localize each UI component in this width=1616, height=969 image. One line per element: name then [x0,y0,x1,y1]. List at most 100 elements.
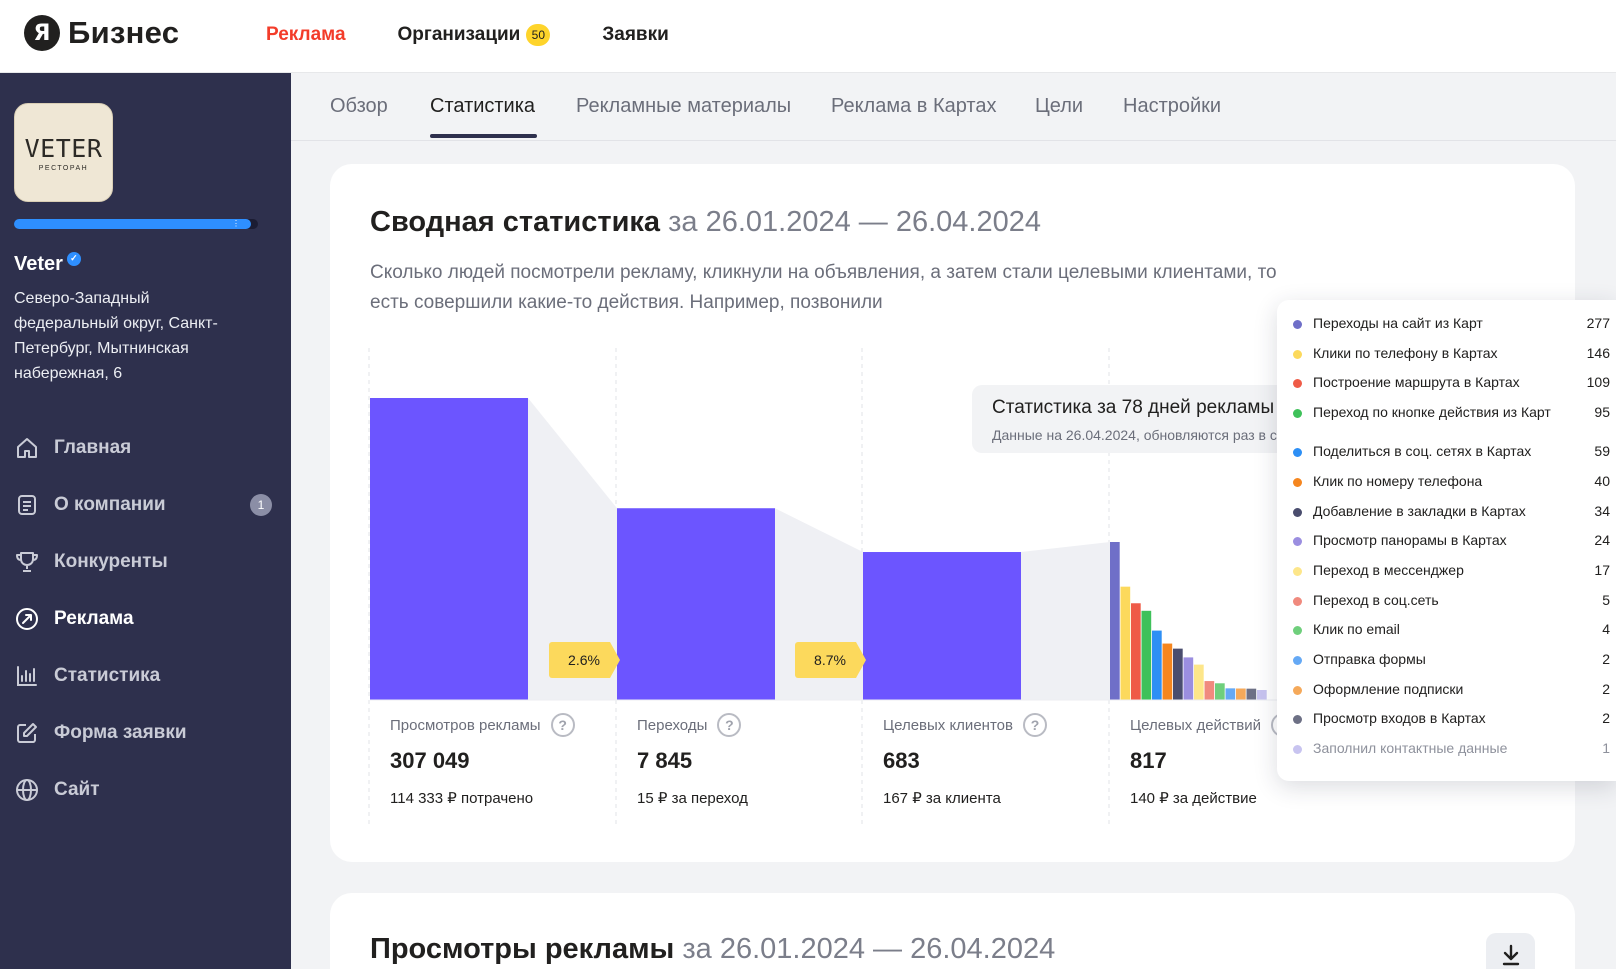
summary-period: за 26.01.2024 — 26.04.2024 [668,206,1041,238]
legend-item-name: Просмотр входов в Картах [1313,710,1486,727]
notification-badge: 1 [250,493,272,516]
metric-label-clients: Целевых клиентов ? [883,713,1047,737]
avatar-logo-subtext: РЕСТОРАН [38,164,89,172]
tab-maps-ads[interactable]: Реклама в Картах [831,95,997,117]
conversion-rate-label: 8.7% [814,652,846,668]
advertising-icon [14,606,40,632]
metric-label-text: Переходы [637,716,708,734]
legend-item-value: 109 [1586,374,1610,391]
action-bar [1225,688,1236,700]
sidebar-item-statistics[interactable]: Статистика [14,647,274,704]
bar-chart-icon [14,663,40,689]
sidebar-item-label: О компании [54,493,166,515]
legend-item-value: 2 [1602,710,1610,727]
legend-color-dot [1293,349,1302,359]
topnav-requests[interactable]: Заявки [602,20,668,50]
tooltip-title: Статистика за 78 дней рекламы [992,397,1275,418]
help-icon[interactable]: ? [717,713,742,737]
home-icon [14,435,40,461]
sidebar-item-site[interactable]: Сайт [14,761,274,818]
legend-item-name: Переход в соц.сеть [1313,591,1439,608]
metric-sub-actions: 140 ₽ за действие [1130,790,1257,807]
legend-item-value: 2 [1602,651,1610,667]
conversion-badge [549,642,620,678]
summary-description: Сколько людей посмотрели рекламу, кликну… [370,262,1277,313]
action-bar [1246,688,1257,700]
legend-color-dot [1293,566,1302,576]
legend-color-dot [1293,320,1302,329]
legend-color-dot [1293,537,1302,547]
views-title: Просмотры рекламы за 26.01.2024 — 26.04.… [370,933,1055,966]
legend-color-dot [1293,745,1302,755]
tab-overview[interactable]: Обзор [330,95,388,117]
metric-label-text: Просмотров рекламы [390,716,541,734]
avatar-logo-text: VETER [24,133,103,163]
sidebar-item-advertising[interactable]: Реклама [14,590,274,647]
topnav-ads[interactable]: Реклама [266,20,346,50]
topnav-organizations-label: Организации [397,24,521,45]
funnel-bar-3 [863,552,1021,700]
sidebar-item-home[interactable]: Главная [14,419,274,476]
profile-progress-fill [14,219,251,229]
legend-item-value: 5 [1602,591,1610,608]
profile-progress-bar: ⋮ [14,219,258,229]
metric-value-clients: 683 [883,748,920,773]
metric-sub-views: 114 333 ₽ потрачено [390,790,534,807]
action-bar [1204,681,1215,700]
action-bar [1183,657,1194,700]
action-bar [1110,542,1120,700]
org-name-text: Veter [14,253,63,275]
help-icon[interactable]: ? [550,713,575,737]
legend-color-dot [1293,656,1302,665]
legend-item-value: 1 [1602,740,1610,757]
views-card: Просмотры рекламы за 26.01.2024 — 26.04.… [330,893,1575,969]
tab-statistics[interactable]: Статистика [430,95,536,117]
action-bar [1194,664,1204,700]
sidebar-item-about[interactable]: О компании 1 [14,476,274,533]
sidebar-item-competitors[interactable]: Конкуренты [14,533,274,590]
stats-period-tooltip: Статистика за 78 дней рекламы Данные на … [972,385,1292,453]
top-nav: Реклама Организации 50 Заявки [266,20,721,50]
tooltip-subtitle: Данные на 26.04.2024, обновляются раз в … [992,427,1292,443]
legend-item-name: Отправка формы [1313,651,1426,667]
help-icon[interactable]: ? [1022,713,1047,737]
topnav-requests-label: Заявки [602,24,669,45]
topnav-ads-label: Реклама [266,24,346,45]
sidebar-item-label: Реклама [54,607,134,629]
metric-label-text: Целевых действий [1130,716,1262,734]
views-title-text: Просмотры рекламы [370,933,675,965]
sidebar-item-label: Форма заявки [54,721,187,743]
sidebar-item-request-form[interactable]: Форма заявки [14,704,274,761]
active-tab-indicator [430,134,537,138]
metric-sub-clicks: 15 ₽ за переход [637,790,748,807]
yandex-business-logo[interactable]: Я Бизнес [24,14,179,52]
org-address: Северо-Западный федеральный округ, Санкт… [14,290,218,382]
verified-icon: ✓ [66,251,81,266]
legend-item-value: 2 [1602,680,1610,697]
legend-color-dot [1293,596,1302,606]
download-button[interactable] [1486,933,1535,969]
metric-value-actions: 817 [1130,748,1167,773]
metric-label-views: Просмотров рекламы ? [390,713,575,737]
metric-value-clicks: 7 845 [637,748,693,773]
progress-more-icon: ⋮ [232,219,240,228]
legend-item-name: Добавление в закладки в Картах [1313,502,1526,519]
topnav-organizations[interactable]: Организации 50 [398,20,551,50]
org-name[interactable]: Veter ✓ [14,251,81,276]
legend-item-value: 34 [1594,502,1610,519]
tab-settings[interactable]: Настройки [1123,95,1222,117]
legend-item-name: Переход по кнопке действия из Карт [1313,404,1551,421]
tab-goals[interactable]: Цели [1035,95,1084,117]
sidebar: VETER РЕСТОРАН ⋮ Veter ✓ Северо-Западный… [0,73,291,969]
legend-color-dot [1293,685,1302,695]
trophy-icon [14,549,40,575]
company-avatar[interactable]: VETER РЕСТОРАН [14,103,113,202]
legend-item-name: Просмотр панорамы в Картах [1313,532,1507,549]
sidebar-item-label: Статистика [54,664,161,686]
document-icon [14,492,40,518]
legend-item-name: Оформление подписки [1313,680,1464,697]
metric-value-views: 307 049 [390,748,470,773]
tab-ad-materials[interactable]: Рекламные материалы [576,95,792,117]
conversion-rate-label: 2.6% [568,652,600,668]
globe-icon [14,777,40,803]
